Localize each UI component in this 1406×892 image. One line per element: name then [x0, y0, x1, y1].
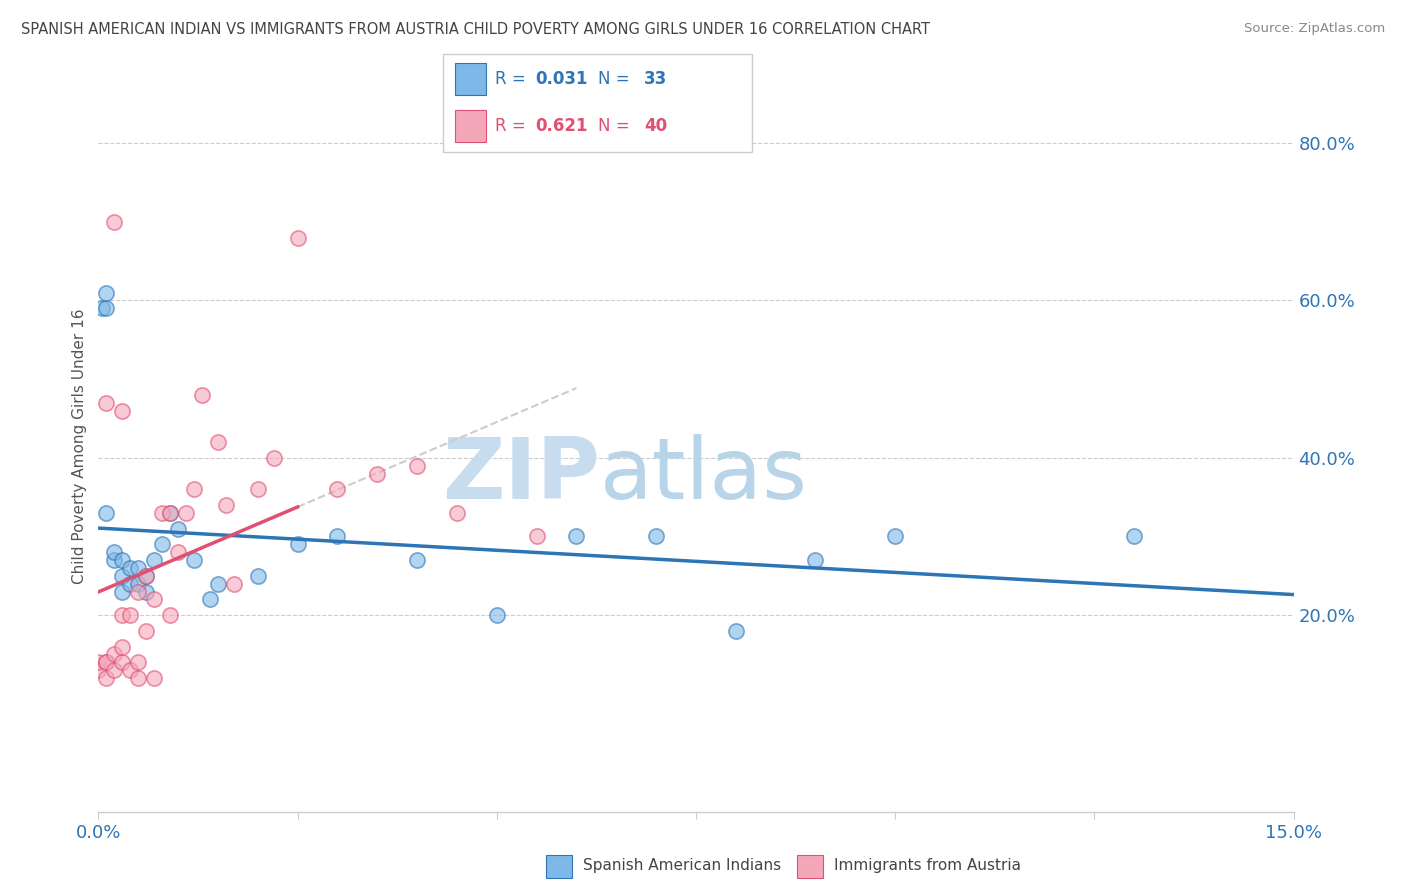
Text: atlas: atlas: [600, 434, 808, 516]
Point: [111, 608, 134, 623]
Point: [103, 663, 125, 677]
Point: [96, 655, 118, 669]
Point: [287, 230, 309, 244]
Point: [96, 671, 118, 685]
Point: [135, 584, 157, 599]
Point: [111, 640, 134, 654]
Point: [127, 584, 149, 599]
Text: 40: 40: [644, 117, 666, 135]
Point: [159, 506, 181, 520]
Point: [87, 655, 110, 669]
Text: 0.031: 0.031: [536, 70, 588, 88]
Point: [150, 537, 173, 551]
Point: [127, 671, 149, 685]
Point: [127, 561, 149, 575]
Point: [96, 396, 118, 410]
Point: [96, 301, 118, 316]
Point: [406, 458, 429, 473]
Point: [406, 553, 429, 567]
Point: [366, 467, 388, 481]
Text: Immigrants from Austria: Immigrants from Austria: [834, 858, 1021, 872]
Point: [207, 435, 229, 450]
FancyBboxPatch shape: [797, 855, 824, 878]
Text: Spanish American Indians: Spanish American Indians: [583, 858, 782, 872]
Point: [215, 498, 238, 512]
Point: [103, 545, 125, 559]
Point: [135, 568, 157, 582]
Point: [485, 608, 508, 623]
Point: [446, 506, 468, 520]
Text: SPANISH AMERICAN INDIAN VS IMMIGRANTS FROM AUSTRIA CHILD POVERTY AMONG GIRLS UND: SPANISH AMERICAN INDIAN VS IMMIGRANTS FR…: [21, 22, 931, 37]
Point: [326, 529, 349, 543]
Point: [167, 545, 190, 559]
Point: [91, 301, 114, 316]
Point: [120, 663, 142, 677]
Point: [120, 576, 142, 591]
Text: N =: N =: [598, 70, 634, 88]
Point: [143, 592, 166, 607]
Point: [150, 506, 173, 520]
Point: [246, 482, 269, 496]
Point: [96, 506, 118, 520]
Point: [87, 663, 110, 677]
Text: 0.621: 0.621: [536, 117, 588, 135]
Y-axis label: Child Poverty Among Girls Under 16: Child Poverty Among Girls Under 16: [72, 309, 87, 583]
Point: [103, 648, 125, 662]
Text: Source: ZipAtlas.com: Source: ZipAtlas.com: [1244, 22, 1385, 36]
Point: [111, 403, 134, 417]
Point: [159, 608, 181, 623]
Point: [143, 553, 166, 567]
Text: R =: R =: [495, 117, 531, 135]
Point: [111, 553, 134, 567]
FancyBboxPatch shape: [456, 63, 486, 95]
Point: [526, 529, 548, 543]
Point: [135, 568, 157, 582]
Point: [222, 576, 245, 591]
Point: [287, 537, 309, 551]
Point: [326, 482, 349, 496]
Point: [111, 584, 134, 599]
FancyBboxPatch shape: [546, 855, 572, 878]
Point: [191, 388, 214, 402]
Point: [167, 522, 190, 536]
Text: ZIP: ZIP: [443, 434, 600, 516]
Point: [645, 529, 668, 543]
Point: [804, 553, 827, 567]
FancyBboxPatch shape: [456, 111, 486, 142]
Point: [143, 671, 166, 685]
Text: 33: 33: [644, 70, 668, 88]
Point: [207, 576, 229, 591]
Point: [111, 568, 134, 582]
Point: [174, 506, 197, 520]
Point: [884, 529, 907, 543]
Point: [127, 576, 149, 591]
Point: [246, 568, 269, 582]
Point: [1123, 529, 1146, 543]
Text: R =: R =: [495, 70, 531, 88]
Point: [159, 506, 181, 520]
Point: [103, 553, 125, 567]
Point: [183, 482, 205, 496]
Point: [198, 592, 221, 607]
Point: [96, 285, 118, 300]
Point: [135, 624, 157, 638]
FancyBboxPatch shape: [443, 54, 752, 152]
Point: [263, 450, 285, 465]
Point: [724, 624, 747, 638]
Point: [96, 655, 118, 669]
Point: [120, 608, 142, 623]
Point: [111, 655, 134, 669]
Point: [127, 655, 149, 669]
Point: [103, 215, 125, 229]
Point: [565, 529, 588, 543]
Point: [120, 561, 142, 575]
Point: [183, 553, 205, 567]
Text: N =: N =: [598, 117, 634, 135]
